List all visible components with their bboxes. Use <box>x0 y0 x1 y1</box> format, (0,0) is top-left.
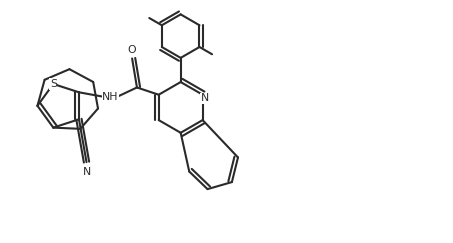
Text: NH: NH <box>102 92 119 102</box>
Text: N: N <box>201 93 209 103</box>
Text: O: O <box>128 45 136 55</box>
Text: S: S <box>50 79 57 89</box>
Text: N: N <box>82 167 91 177</box>
